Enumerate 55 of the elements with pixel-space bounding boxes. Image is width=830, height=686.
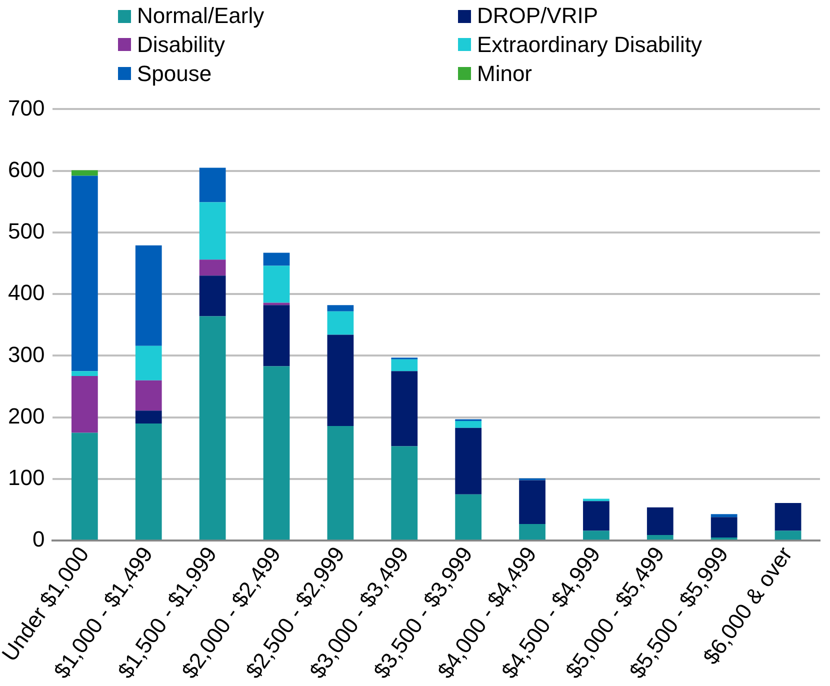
bar: [199, 168, 226, 202]
bar: [327, 305, 354, 312]
y-tick-label: 500: [8, 218, 45, 244]
bar: [646, 535, 674, 540]
bar: [71, 432, 98, 540]
bar: [519, 524, 546, 540]
bar: [135, 245, 162, 346]
legend-label: Minor: [477, 60, 532, 88]
bar: [583, 501, 610, 531]
bar: [583, 498, 610, 502]
bar: [455, 428, 482, 494]
bar: [135, 410, 162, 424]
bar: [646, 507, 674, 536]
legend-label: DROP/VRIP: [477, 2, 598, 30]
y-tick-label: 0: [32, 526, 45, 552]
bar: [774, 503, 802, 531]
bar: [774, 530, 802, 540]
legend-label: Normal/Early: [137, 2, 264, 30]
y-tick-label: 700: [8, 95, 45, 120]
bar: [199, 276, 226, 316]
bar: [71, 170, 98, 176]
bar: [327, 426, 354, 540]
bar: [199, 260, 226, 276]
legend-label: Disability: [137, 30, 226, 59]
bar: [199, 202, 226, 260]
bar: [710, 517, 738, 538]
bar: [455, 421, 482, 428]
bar: [583, 530, 610, 540]
y-tick-label: 400: [8, 280, 45, 306]
legend-label: Extraordinary Disability: [477, 30, 702, 59]
y-tick-label: 100: [8, 465, 45, 490]
legend-label: Spouse: [137, 60, 212, 88]
bar: [263, 305, 290, 366]
bar: [135, 346, 162, 380]
bar: [519, 480, 546, 524]
bar: [391, 371, 418, 446]
bar: [391, 446, 418, 540]
bar: [199, 316, 226, 540]
bar: [71, 371, 98, 376]
bar: [327, 311, 354, 335]
y-tick-label: 200: [8, 403, 45, 428]
bar: [263, 252, 290, 266]
bar: [263, 266, 290, 303]
bar: [135, 380, 162, 411]
bar: [71, 376, 98, 433]
bar: [135, 424, 162, 540]
bar: [327, 334, 354, 426]
y-tick-label: 300: [8, 342, 45, 367]
bar: [263, 366, 290, 540]
bar: [455, 494, 482, 540]
bar: [710, 514, 738, 518]
bar: [391, 359, 418, 372]
y-tick-label: 600: [8, 156, 45, 182]
bar: [71, 176, 98, 372]
bar: [263, 302, 290, 306]
